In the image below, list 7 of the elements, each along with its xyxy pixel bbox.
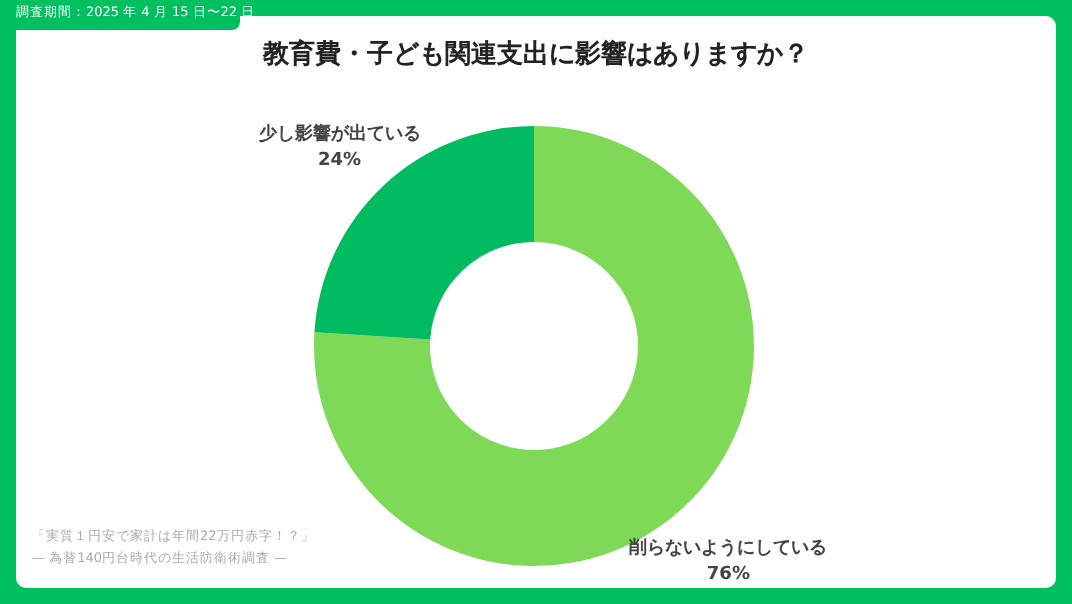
chart-title: 教育費・子ども関連支出に影響はありますか？ <box>260 37 811 72</box>
data-label: 24% <box>318 150 362 171</box>
slice-label: 少し影響が出ている <box>256 122 421 145</box>
donut-slice <box>314 126 534 340</box>
slice-label: 削らないようにしている <box>627 537 828 560</box>
donut-slice <box>314 126 754 566</box>
data-label: 76% <box>706 565 750 586</box>
